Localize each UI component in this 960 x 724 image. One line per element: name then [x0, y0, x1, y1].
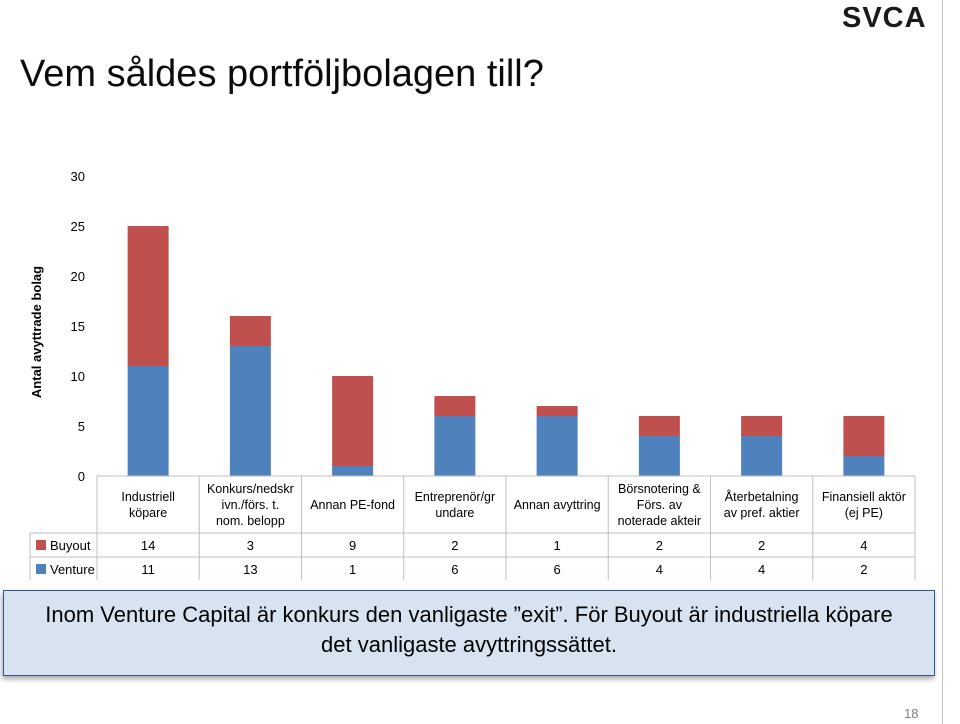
svca-logo: SVCA: [840, 0, 960, 35]
data-label: 6: [451, 562, 458, 577]
x-tick-label: Entreprenör/gr undare: [415, 490, 496, 520]
bar-venture: [127, 366, 169, 476]
bar-venture: [638, 436, 680, 476]
data-label: 9: [349, 538, 356, 553]
y-tick-label: 20: [71, 269, 85, 284]
y-tick-label: 0: [78, 469, 85, 484]
bar-buyout: [843, 416, 885, 456]
bar-buyout: [229, 316, 271, 346]
legend-swatch-venture: [36, 564, 46, 574]
x-tick-label: Konkurs/nedskr ivn./förs. t. nom. belopp: [207, 482, 294, 528]
bar-buyout: [638, 416, 680, 436]
callout-line-2: det vanligaste avyttringssättet.: [321, 632, 617, 657]
data-label: 1: [349, 562, 356, 577]
bar-buyout: [127, 226, 169, 366]
data-label: 2: [451, 538, 458, 553]
data-label: 4: [758, 562, 765, 577]
y-tick-label: 10: [71, 369, 85, 384]
page-number: 18: [904, 706, 919, 721]
bar-venture: [229, 346, 271, 476]
y-tick-label: 30: [71, 169, 85, 184]
stacked-bar-chart: 0 5 10 15 20 25 30 Industriell köpare Konkurs/ne…: [29, 169, 916, 580]
data-label: 4: [656, 562, 663, 577]
legend-swatch-buyout: [36, 540, 46, 550]
bar-buyout: [741, 416, 783, 436]
bar-venture: [741, 436, 783, 476]
data-label: 3: [247, 538, 254, 553]
data-label: 4: [860, 538, 867, 553]
bar-venture: [434, 416, 476, 476]
x-tick-label: Återbetalning av pref. aktier: [724, 489, 800, 520]
bar-buyout: [434, 396, 476, 416]
logo-text: SVCA: [842, 2, 927, 30]
x-tick-label: Annan PE-fond: [310, 498, 395, 512]
x-tick-label: Finansiell aktör (ej PE): [822, 490, 906, 520]
bar-venture: [332, 466, 374, 476]
data-label: 1: [554, 538, 561, 553]
page-title: Vem såldes portföljbolagen till?: [20, 53, 544, 95]
data-label: 2: [860, 562, 867, 577]
y-tick-label: 15: [71, 319, 85, 334]
legend-label: Venture: [50, 562, 95, 577]
x-tick-label: Börsnotering & Förs. av noterade akteir: [618, 482, 702, 528]
bar-buyout: [536, 406, 578, 416]
data-label: 11: [141, 562, 155, 577]
bar-buyout: [332, 376, 374, 466]
legend-label: Buyout: [50, 538, 91, 553]
data-label: 14: [141, 538, 155, 553]
callout-box: Inom Venture Capital är konkurs den vanl…: [3, 590, 935, 676]
x-tick-label: Industriell köpare: [121, 490, 175, 520]
y-tick-label: 5: [78, 419, 85, 434]
data-label: 2: [758, 538, 765, 553]
y-tick-label: 25: [71, 219, 85, 234]
data-label: 2: [656, 538, 663, 553]
bar-venture: [843, 456, 885, 476]
bar-venture: [536, 416, 578, 476]
x-tick-label: Annan avyttring: [514, 498, 601, 512]
data-label: 6: [554, 562, 561, 577]
y-axis-label: Antal avyttrade bolag: [29, 266, 44, 398]
callout-line-1: Inom Venture Capital är konkurs den vanl…: [45, 602, 893, 627]
data-label: 13: [243, 562, 257, 577]
